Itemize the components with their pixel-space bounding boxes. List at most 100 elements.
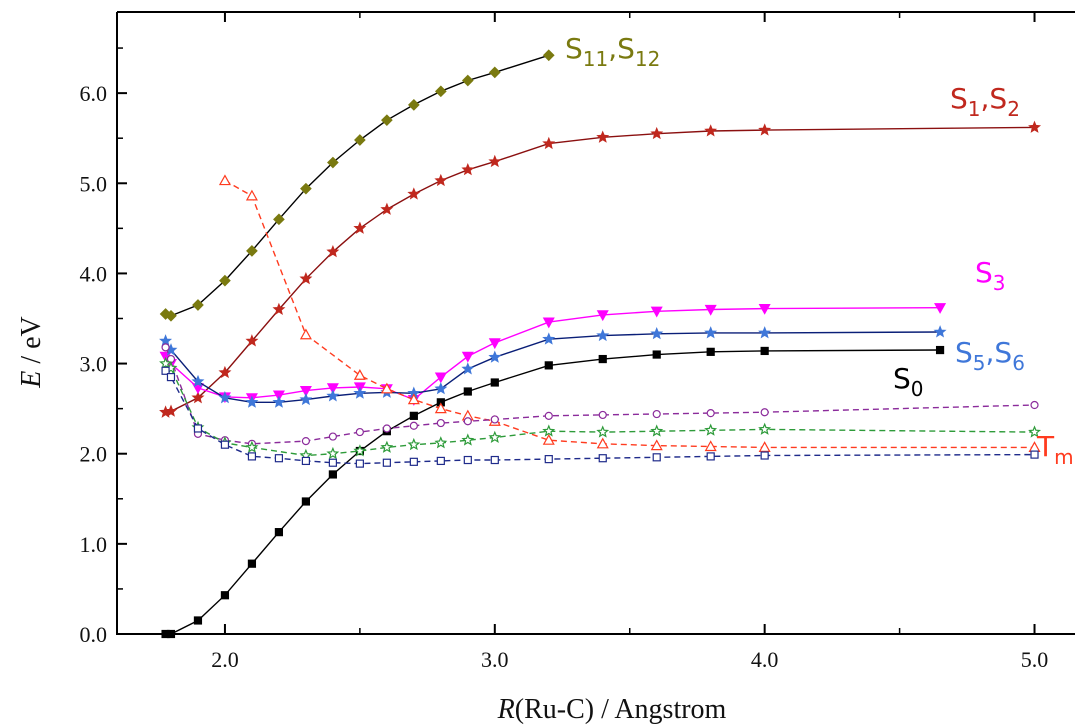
data-point-square	[490, 455, 499, 465]
data-point-circle	[706, 409, 715, 418]
series-label-s0: S0	[893, 362, 924, 401]
data-point-triangle-down	[434, 372, 447, 384]
data-point-circle	[409, 421, 418, 430]
series-label-sub: 3	[993, 271, 1006, 295]
data-point-square	[409, 411, 418, 420]
data-point-diamond	[219, 274, 231, 287]
data-point-triangle-up	[353, 369, 366, 380]
series-s11-s12	[159, 49, 555, 322]
data-point-square	[463, 455, 472, 465]
data-point-triangle-down	[299, 386, 312, 397]
data-point-square	[544, 361, 553, 370]
data-point-star	[326, 389, 340, 402]
data-point-circle	[598, 410, 607, 420]
y-axis-rest: / eV	[16, 316, 47, 370]
data-point-star	[758, 422, 772, 435]
x-tick-label: 2.0	[211, 647, 239, 672]
data-point-square	[409, 457, 418, 466]
data-point-diamond	[354, 134, 366, 146]
data-point-star	[542, 332, 556, 345]
data-point-square	[760, 346, 769, 356]
data-point-circle	[301, 436, 311, 446]
series-s1-s2	[159, 120, 1042, 418]
data-point-diamond	[273, 213, 285, 226]
data-point-star	[434, 173, 448, 187]
x-tick-label: 3.0	[481, 647, 509, 672]
data-point-diamond	[246, 245, 258, 257]
series-line	[165, 349, 941, 635]
series-line	[165, 126, 1035, 413]
data-point-star	[758, 123, 772, 136]
data-point-square	[328, 458, 337, 467]
data-point-star	[407, 437, 421, 451]
data-point-triangle-down	[488, 338, 501, 350]
data-point-square	[382, 458, 391, 467]
series-line	[165, 370, 1035, 465]
data-point-triangle-up	[758, 441, 771, 452]
data-point-square	[1030, 450, 1039, 459]
data-point-diamond	[327, 156, 339, 169]
data-point-square	[463, 387, 472, 396]
data-point-circle	[760, 408, 769, 417]
data-point-square	[247, 559, 257, 568]
data-point-triangle-down	[542, 317, 555, 329]
data-point-star	[191, 390, 205, 404]
series-label-sub: 6	[1012, 351, 1025, 375]
data-point-star	[326, 446, 340, 460]
data-point-diamond	[381, 114, 393, 127]
series-label-sub: 11	[583, 47, 608, 71]
data-point-square	[161, 366, 170, 375]
data-point-circle	[161, 343, 170, 352]
series-label-sub: 0	[911, 377, 924, 401]
series-label-s5-s6: S5,S6	[955, 336, 1025, 375]
x-axis-var: R	[497, 694, 515, 725]
y-tick-label: 3.0	[80, 352, 108, 377]
series-label-main: S	[975, 256, 993, 289]
data-point-square	[652, 350, 661, 359]
data-point-star	[245, 334, 259, 347]
series-label-sep: ,S	[608, 32, 635, 65]
data-point-star	[353, 221, 367, 234]
series-tm	[218, 174, 1041, 452]
series-label-sub: m	[1054, 445, 1073, 469]
y-tick-label: 4.0	[80, 261, 108, 286]
data-point-diamond	[542, 49, 555, 62]
data-point-square	[301, 456, 311, 466]
series-label-main: S	[893, 362, 911, 395]
data-point-triangle-up	[542, 433, 555, 445]
data-point-star	[542, 136, 556, 150]
data-point-star	[596, 328, 610, 342]
series-label-main: S	[565, 32, 583, 65]
data-point-circle	[436, 418, 445, 428]
data-point-star	[704, 124, 718, 137]
data-point-square	[166, 629, 176, 639]
series-label-sep: ,S	[986, 336, 1013, 369]
data-point-star	[164, 404, 178, 417]
data-point-star	[461, 433, 475, 446]
data-point-star	[542, 424, 556, 437]
series-label-main: T	[1036, 430, 1055, 463]
data-point-triangle-up	[380, 382, 393, 394]
data-point-star	[299, 272, 313, 285]
data-point-star	[245, 395, 259, 408]
data-point-square	[436, 456, 445, 466]
data-point-triangle-down	[704, 304, 717, 316]
data-point-square	[274, 454, 284, 463]
data-point-square	[274, 528, 284, 537]
series-label-s11-s12: S11,S12	[565, 32, 660, 71]
data-point-triangle-down	[596, 310, 609, 322]
data-point-diamond	[461, 74, 474, 87]
data-point-star	[704, 423, 718, 436]
series-purple-circles	[161, 343, 1039, 448]
series-label-sub: 1	[968, 97, 981, 121]
x-axis-label: R(Ru-C) / Angstrom	[497, 694, 727, 725]
data-point-circle	[490, 415, 499, 424]
data-point-triangle-up	[650, 439, 663, 451]
series-navy-squares	[161, 366, 1039, 468]
series-label-tm: Tm	[1036, 430, 1074, 469]
series-label-sep: ,S	[981, 82, 1008, 115]
data-point-triangle-down	[934, 303, 947, 314]
data-point-square	[193, 424, 203, 433]
data-point-triangle-up	[299, 328, 312, 340]
series-layer	[159, 49, 1042, 639]
